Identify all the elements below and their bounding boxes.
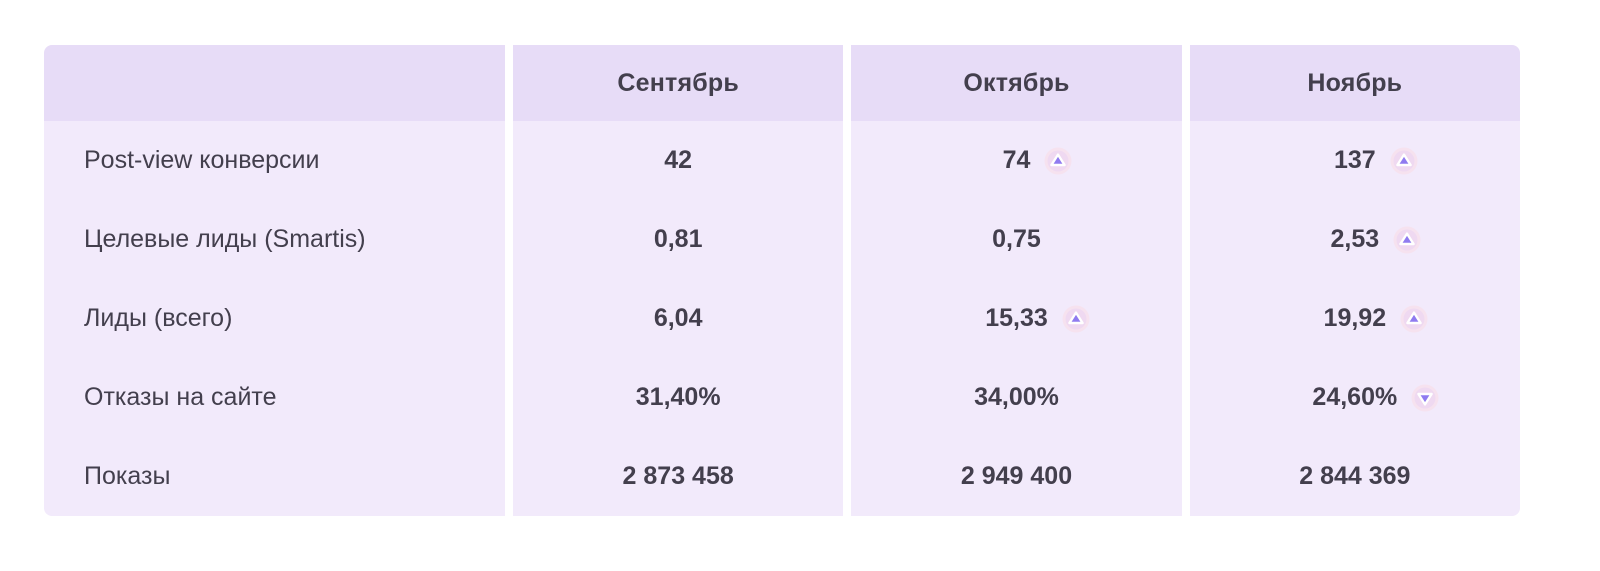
cell-value: 19,92 — [1323, 304, 1387, 332]
table-cell: 2 844 369 — [1189, 437, 1520, 516]
row-label: Лиды (всего) — [84, 304, 233, 332]
table-cell: 19,92 — [1189, 279, 1520, 358]
table-cell: 42 — [513, 121, 844, 200]
cell-value: 42 — [664, 146, 693, 174]
table-corner-cell — [44, 45, 505, 121]
cell-value: 0,75 — [992, 225, 1041, 253]
table-cell: 0,81 — [513, 200, 844, 279]
table-cell: 24,60% — [1189, 358, 1520, 437]
row-label-bounces: Отказы на сайте — [44, 358, 505, 437]
trend-up-icon — [1400, 305, 1428, 333]
cell-value: 2,53 — [1330, 225, 1380, 253]
table-cell: 2 873 458 — [513, 437, 844, 516]
table-cell: 74 — [851, 121, 1182, 200]
cell-value: 2 873 458 — [622, 462, 734, 490]
table-cell: 6,04 — [513, 279, 844, 358]
cell-value: 34,00% — [974, 383, 1059, 411]
trend-up-icon — [1390, 147, 1418, 175]
row-label-impressions: Показы — [44, 437, 505, 516]
cell-value: 74 — [1002, 146, 1031, 174]
metrics-table: Сентябрь Октябрь Ноябрь Post-view конвер… — [44, 45, 1520, 516]
row-label-post-view: Post-view конверсии — [44, 121, 505, 200]
trend-up-icon — [1044, 147, 1072, 175]
cell-value: 15,33 — [985, 304, 1048, 332]
cell-value: 24,60% — [1312, 383, 1398, 411]
trend-up-icon — [1393, 226, 1421, 254]
column-header-label: Октябрь — [963, 68, 1070, 97]
cell-value: 137 — [1333, 146, 1376, 174]
row-label-leads-total: Лиды (всего) — [44, 279, 505, 358]
cell-value: 6,04 — [653, 304, 703, 332]
row-label-target-leads: Целевые лиды (Smartis) — [44, 200, 505, 279]
column-header-label: Сентябрь — [617, 68, 739, 97]
column-header-september: Сентябрь — [513, 45, 844, 121]
row-label: Отказы на сайте — [84, 383, 277, 411]
cell-value: 2 949 400 — [960, 462, 1073, 490]
column-header-november: Ноябрь — [1189, 45, 1520, 121]
column-header-label: Ноябрь — [1307, 68, 1403, 97]
table-cell: 2 949 400 — [851, 437, 1182, 516]
trend-up-icon — [1062, 305, 1090, 333]
table-cell: 34,00% — [851, 358, 1182, 437]
row-label: Показы — [84, 462, 171, 490]
table-cell: 31,40% — [513, 358, 844, 437]
cell-value: 0,81 — [653, 225, 703, 253]
table-cell: 15,33 — [851, 279, 1182, 358]
row-label: Целевые лиды (Smartis) — [84, 225, 366, 253]
column-header-october: Октябрь — [851, 45, 1182, 121]
table-cell: 0,75 — [851, 200, 1182, 279]
table-cell: 2,53 — [1189, 200, 1520, 279]
trend-down-icon — [1411, 384, 1439, 412]
cell-value: 31,40% — [635, 383, 721, 411]
row-label: Post-view конверсии — [84, 146, 320, 174]
table-cell: 137 — [1189, 121, 1520, 200]
cell-value: 2 844 369 — [1299, 462, 1411, 490]
